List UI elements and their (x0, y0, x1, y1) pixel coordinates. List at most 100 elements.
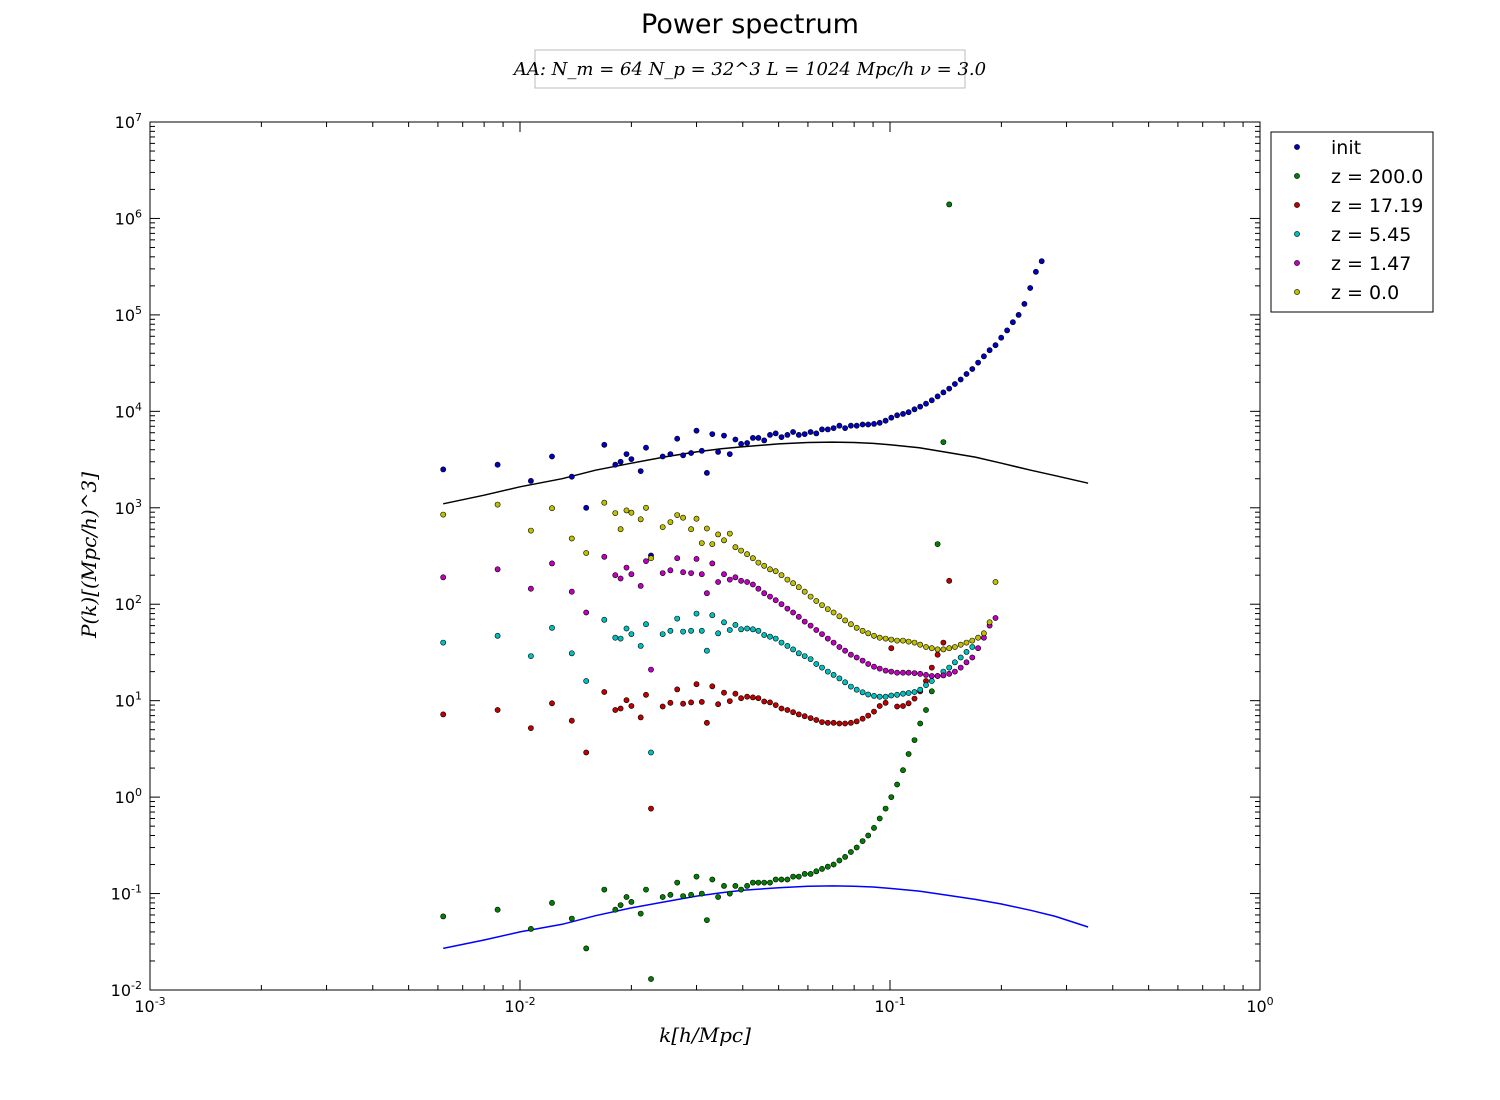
data-point (963, 639, 970, 646)
data-point (693, 873, 700, 880)
data-point (628, 509, 635, 516)
data-point (813, 717, 820, 723)
x-tick-label: 100 (1246, 995, 1273, 1016)
data-point (693, 427, 700, 434)
x-axis: 10-3 10-2 10-1 100 (134, 122, 1274, 1016)
data-point (732, 622, 739, 628)
legend-marker (1294, 144, 1300, 150)
data-point (952, 668, 958, 675)
data-point (721, 619, 727, 626)
data-point (998, 334, 1005, 341)
data-point (807, 656, 814, 662)
data-point (819, 664, 825, 671)
data-point (824, 606, 831, 612)
data-point (568, 588, 575, 595)
data-point (704, 590, 710, 597)
data-point (440, 913, 447, 920)
data-point (1038, 258, 1045, 265)
y-tick-label: 10-2 (111, 979, 142, 1000)
data-point (698, 540, 705, 546)
data-point (836, 613, 843, 620)
data-point (801, 713, 808, 720)
data-point (917, 720, 924, 727)
data-point (975, 634, 981, 641)
data-point (952, 659, 958, 666)
data-point (946, 664, 953, 671)
data-point (957, 641, 964, 648)
data-point (628, 899, 635, 905)
data-point (643, 691, 649, 698)
data-point (888, 692, 895, 699)
data-point (704, 469, 710, 476)
data-point (761, 698, 768, 705)
data-point (859, 657, 866, 664)
data-point (637, 516, 644, 523)
data-point (732, 883, 739, 889)
data-point (726, 890, 733, 897)
data-point (853, 686, 860, 693)
data-point (934, 393, 941, 400)
x-tick-label: 10-1 (874, 995, 905, 1016)
data-point (755, 559, 762, 566)
data-point (900, 410, 906, 417)
data-point (795, 431, 802, 438)
data-point (900, 767, 906, 774)
data-point (761, 590, 768, 597)
data-point (778, 572, 785, 579)
data-point (778, 705, 785, 712)
data-point (750, 694, 756, 701)
data-point (659, 524, 666, 530)
data-point (911, 737, 918, 743)
data-point (617, 902, 624, 908)
data-point (726, 576, 733, 583)
data-point (528, 585, 534, 592)
data-point (732, 544, 739, 551)
data-point (853, 654, 860, 661)
data-point (750, 555, 756, 562)
data-point (992, 615, 999, 621)
data-point (767, 566, 773, 573)
data-point (871, 632, 877, 639)
data-point (848, 422, 854, 429)
data-point (807, 593, 814, 600)
data-point (755, 879, 762, 886)
data-point (761, 437, 768, 444)
legend-label: z = 1.47 (1331, 253, 1411, 275)
data-point (784, 431, 791, 438)
data-point (946, 645, 953, 652)
data-point (583, 609, 590, 616)
data-point (738, 440, 744, 447)
data-point (801, 618, 808, 625)
data-point (830, 425, 837, 431)
data-point (871, 420, 877, 427)
data-point (612, 510, 619, 516)
data-point (969, 637, 976, 644)
data-point (698, 699, 705, 705)
data-point (888, 645, 895, 652)
data-point (612, 572, 619, 579)
data-point (911, 670, 918, 676)
data-point (830, 609, 837, 616)
data-point (790, 609, 796, 616)
data-point (688, 450, 694, 456)
data-point (726, 627, 733, 633)
data-point (957, 664, 964, 671)
data-point (813, 661, 820, 667)
data-point (674, 879, 681, 886)
data-point (440, 574, 447, 581)
data-point (628, 571, 635, 578)
data-point (842, 679, 848, 686)
data-point (667, 627, 674, 634)
data-point (917, 670, 924, 677)
data-point (612, 634, 619, 641)
data-point (795, 650, 802, 657)
data-point (674, 512, 681, 518)
data-point (667, 519, 674, 525)
data-point (628, 631, 635, 637)
data-point (923, 682, 929, 688)
data-point (680, 452, 686, 459)
data-point (853, 844, 860, 851)
data-point (494, 632, 501, 639)
data-point (819, 866, 825, 872)
data-point (583, 550, 590, 556)
